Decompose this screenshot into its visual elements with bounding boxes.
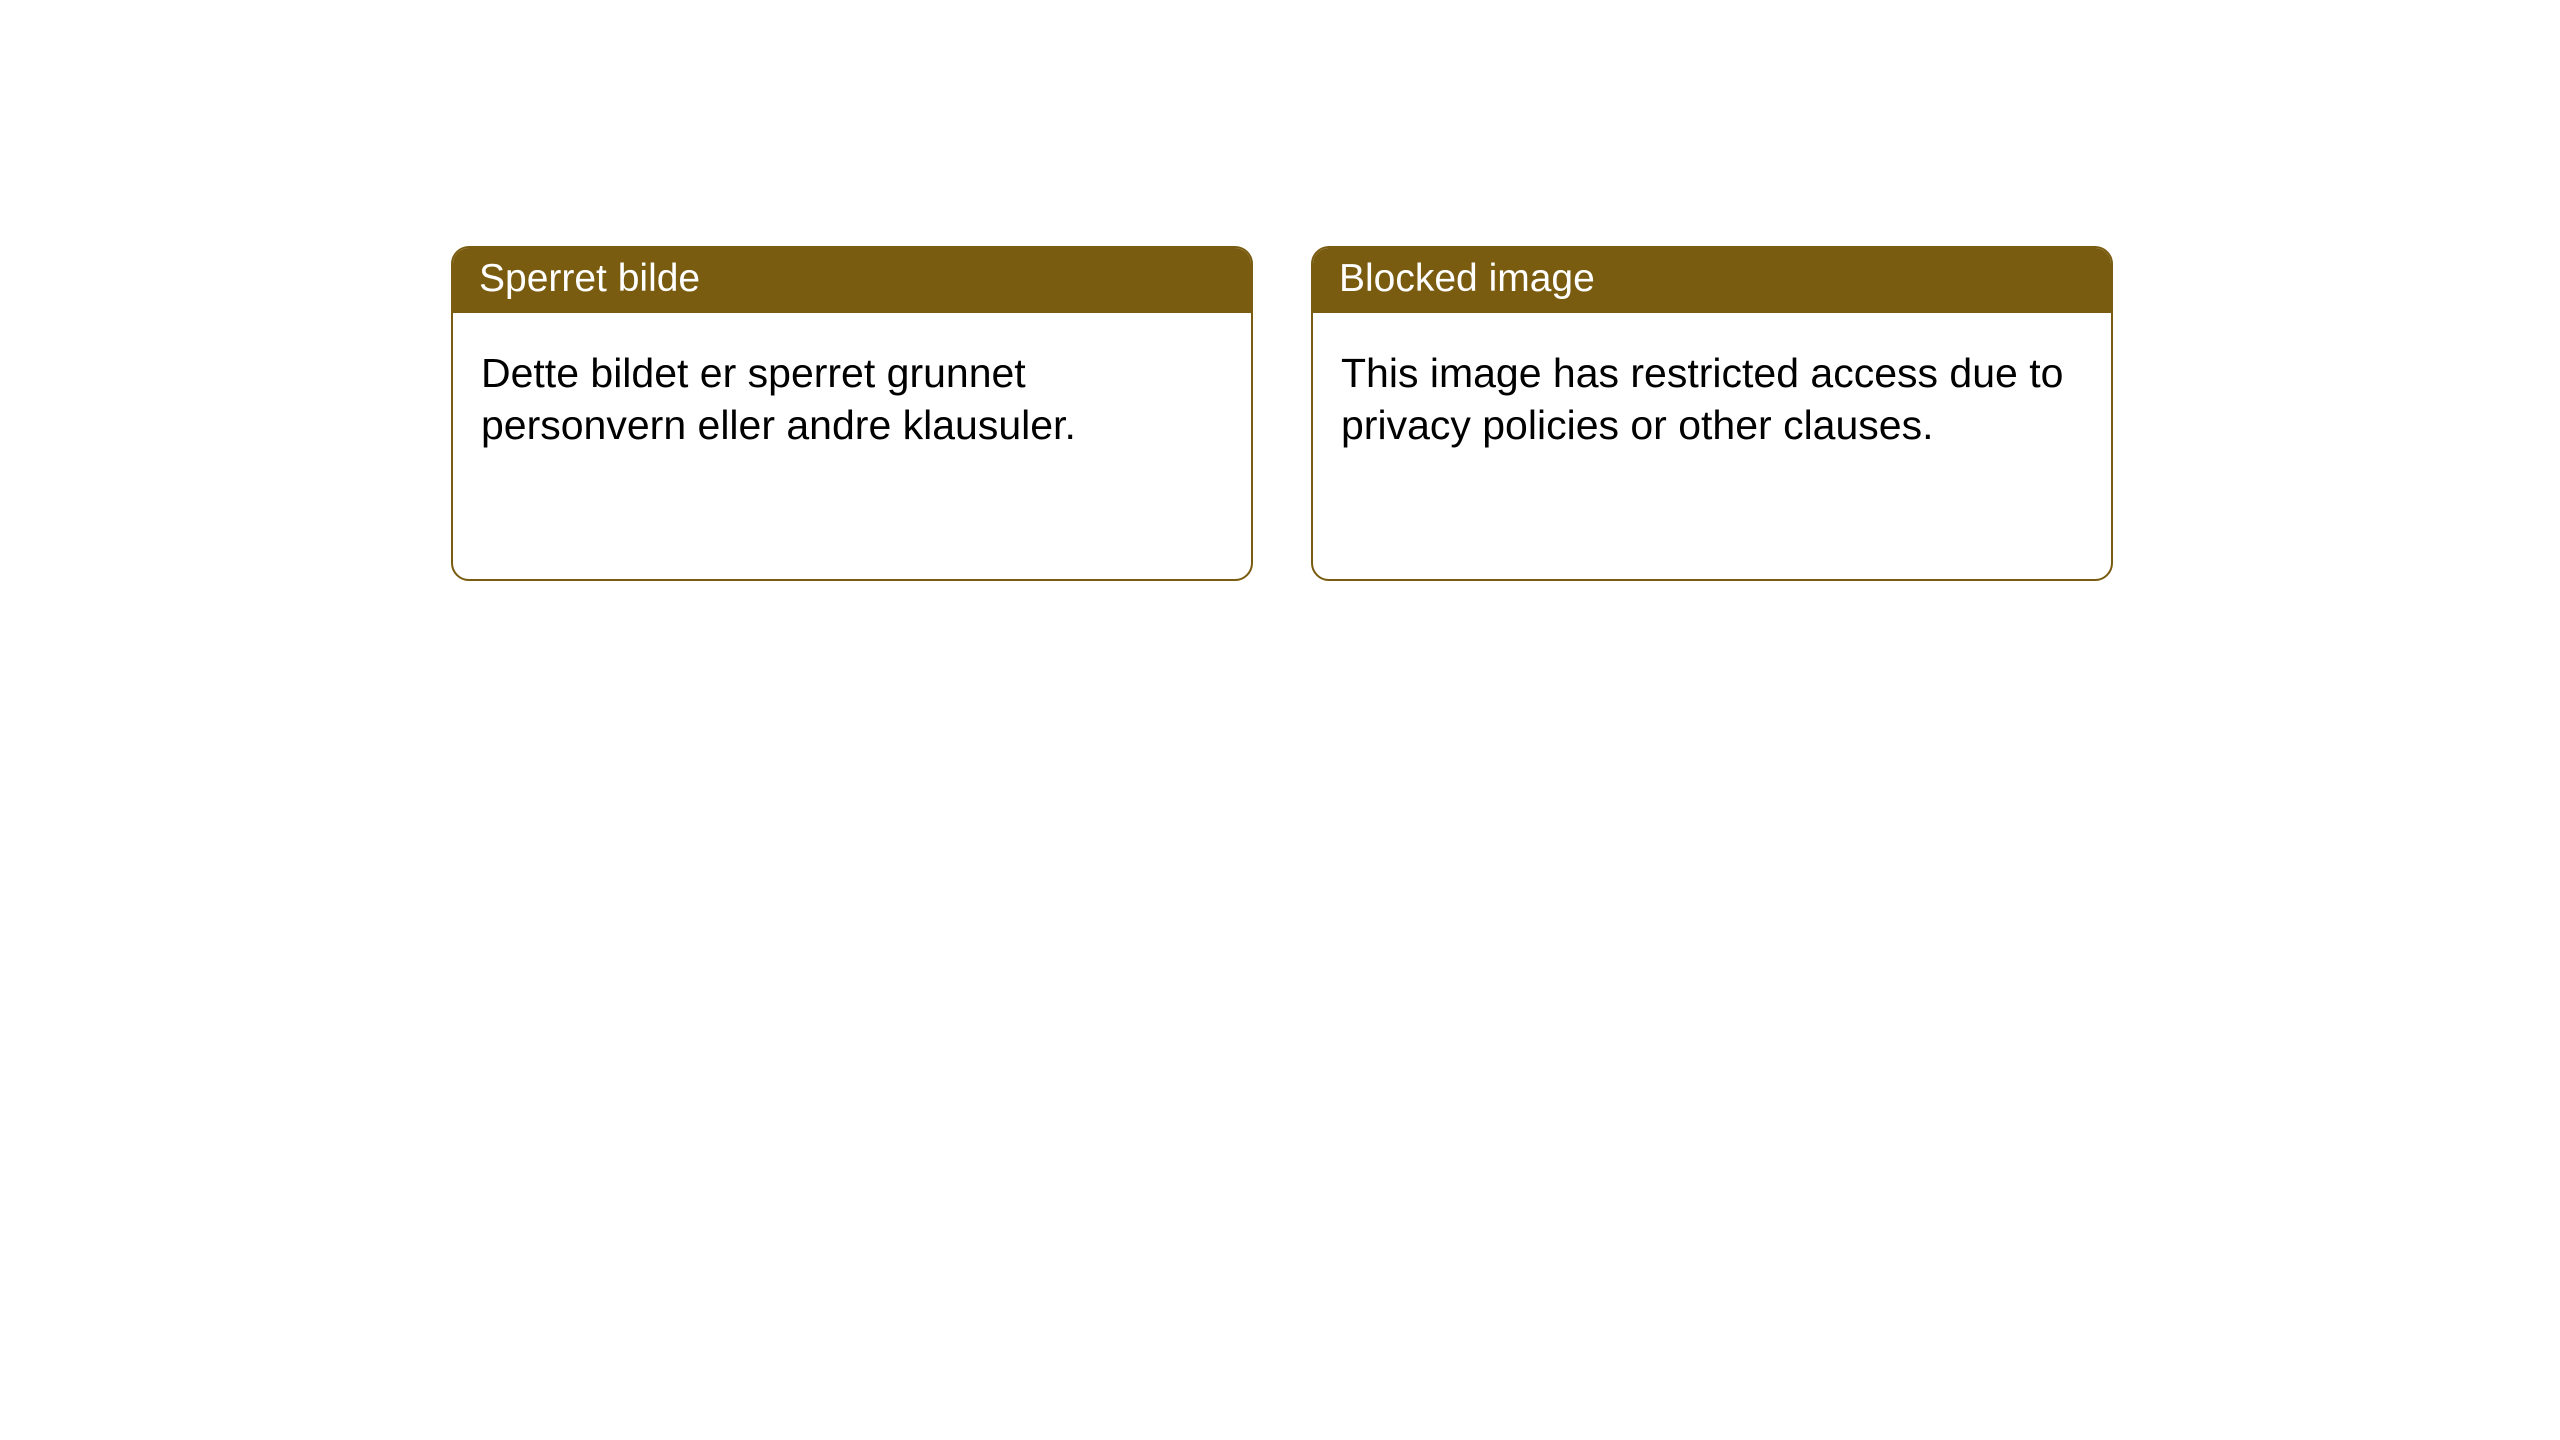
card-body: This image has restricted access due to … — [1313, 313, 2111, 486]
card-body-text: This image has restricted access due to … — [1341, 350, 2063, 448]
blocked-image-card-no: Sperret bilde Dette bildet er sperret gr… — [451, 246, 1253, 581]
card-title: Sperret bilde — [479, 257, 700, 300]
card-title: Blocked image — [1339, 257, 1595, 300]
card-header: Blocked image — [1313, 248, 2111, 313]
card-header: Sperret bilde — [453, 248, 1251, 313]
card-body-text: Dette bildet er sperret grunnet personve… — [481, 350, 1076, 448]
blocked-image-card-en: Blocked image This image has restricted … — [1311, 246, 2113, 581]
cards-container: Sperret bilde Dette bildet er sperret gr… — [451, 246, 2113, 581]
card-body: Dette bildet er sperret grunnet personve… — [453, 313, 1251, 486]
